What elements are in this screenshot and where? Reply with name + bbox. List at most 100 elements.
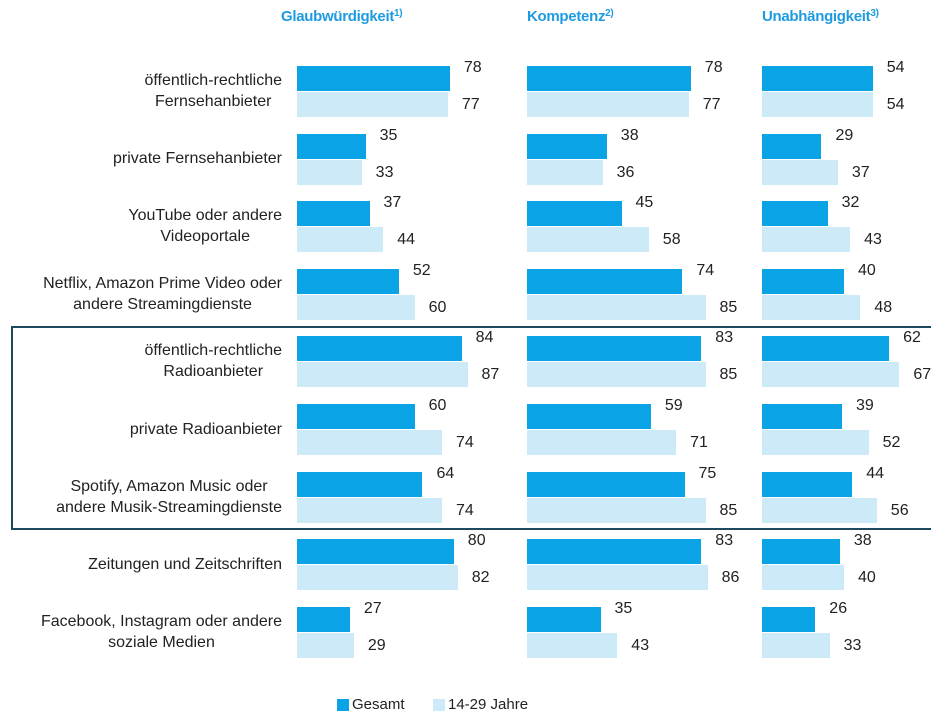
value-label: 29 [367,636,386,654]
category-label: Netflix, Amazon Prime Video oder andere … [0,273,282,315]
value-label: 82 [471,569,490,587]
bar [297,268,399,294]
bar [297,632,354,658]
value-label: 37 [851,163,870,181]
bar [297,227,384,253]
value-label: 86 [721,569,740,587]
bar [527,133,607,159]
value-label: 74 [696,261,715,279]
bar [297,497,443,523]
value-label: 44 [397,231,416,249]
bar [527,268,683,294]
bar [297,404,415,429]
bar [297,471,423,497]
value-label: 29 [835,126,854,144]
category-text: öffentlich-rechtliche Fernsehanbieter [144,72,282,110]
bar [762,201,828,227]
value-label: 44 [866,464,884,482]
highlight-box [11,326,931,530]
value-label: 39 [855,397,874,414]
bar [762,471,853,497]
bar [762,497,877,523]
bar [297,336,462,362]
value-label: 54 [886,59,905,76]
bar [297,66,450,91]
legend-label: Gesamt [352,696,405,713]
value-label: 43 [631,636,650,654]
category-label: öffentlich-rechtliche Fernsehanbieter [0,70,282,112]
bar [297,430,443,455]
value-label: 60 [428,397,447,414]
bar [527,497,706,523]
panel-title: Kompetenz2) [527,8,614,25]
legend-swatch [337,699,349,711]
title-note: 1) [394,8,403,19]
bar [762,336,890,362]
bar [527,92,689,117]
value-label: 52 [412,261,431,279]
bar [527,336,702,362]
value-label: 78 [704,59,723,76]
value-label: 35 [614,599,633,617]
category-text: Facebook, Instagram oder andere soziale … [40,612,282,651]
bar [527,471,685,497]
value-label: 71 [690,434,708,451]
category-label: private Fernsehanbieter [0,148,282,169]
bar [297,201,370,227]
value-label: 33 [375,163,394,181]
value-label: 37 [383,194,402,212]
value-label: 78 [463,59,482,76]
bar [762,539,840,565]
bar [762,565,844,591]
category-label: öffentlich-rechtliche Radioanbieter [0,340,282,382]
value-label: 56 [890,501,909,519]
bar [527,539,702,565]
value-label: 83 [715,532,734,550]
category-text: Netflix, Amazon Prime Video oder andere … [43,274,282,313]
bar [527,294,706,320]
value-label: 77 [702,96,721,113]
value-label: 75 [698,464,717,482]
bar [527,606,601,632]
value-label: 58 [662,231,681,249]
value-label: 40 [858,261,876,279]
value-label: 60 [428,298,447,316]
value-label: 43 [864,231,882,249]
panel-title-text: Kompetenz [527,8,606,25]
panel-title-text: Glaubwürdigkeit [281,8,395,25]
value-label: 85 [719,298,738,316]
value-label: 84 [475,329,494,347]
bar [527,565,708,591]
category-text: private Fernsehanbieter [113,150,282,168]
category-label: YouTube oder andere Videoportale [0,205,282,247]
value-label: 67 [913,366,931,384]
bar [527,201,622,227]
bar [527,227,649,253]
value-label: 36 [616,163,635,181]
bar [762,227,851,253]
bar [297,294,415,320]
bar [527,159,603,185]
category-text: öffentlich-rechtliche Radioanbieter [144,342,282,381]
bar [762,294,861,320]
value-label: 74 [456,434,474,451]
category-text: Spotify, Amazon Music oder andere Musik-… [56,477,282,516]
category-label: Spotify, Amazon Music oder andere Musik-… [0,476,282,518]
bar [297,362,468,388]
bar [297,92,448,117]
value-label: 52 [882,434,901,451]
bar [762,606,816,632]
bar [527,404,651,429]
value-label: 59 [664,397,683,414]
value-label: 26 [829,599,848,617]
bar [762,404,842,429]
category-label: private Radioanbieter [0,419,282,440]
category-text: Zeitungen und Zeitschriften [88,555,282,573]
category-label: Facebook, Instagram oder andere soziale … [0,611,282,653]
bar [762,66,873,91]
value-label: 74 [456,501,474,519]
value-label: 85 [719,366,738,384]
value-label: 85 [719,501,738,519]
panel-title-text: Unabhängigkeit [762,8,871,25]
